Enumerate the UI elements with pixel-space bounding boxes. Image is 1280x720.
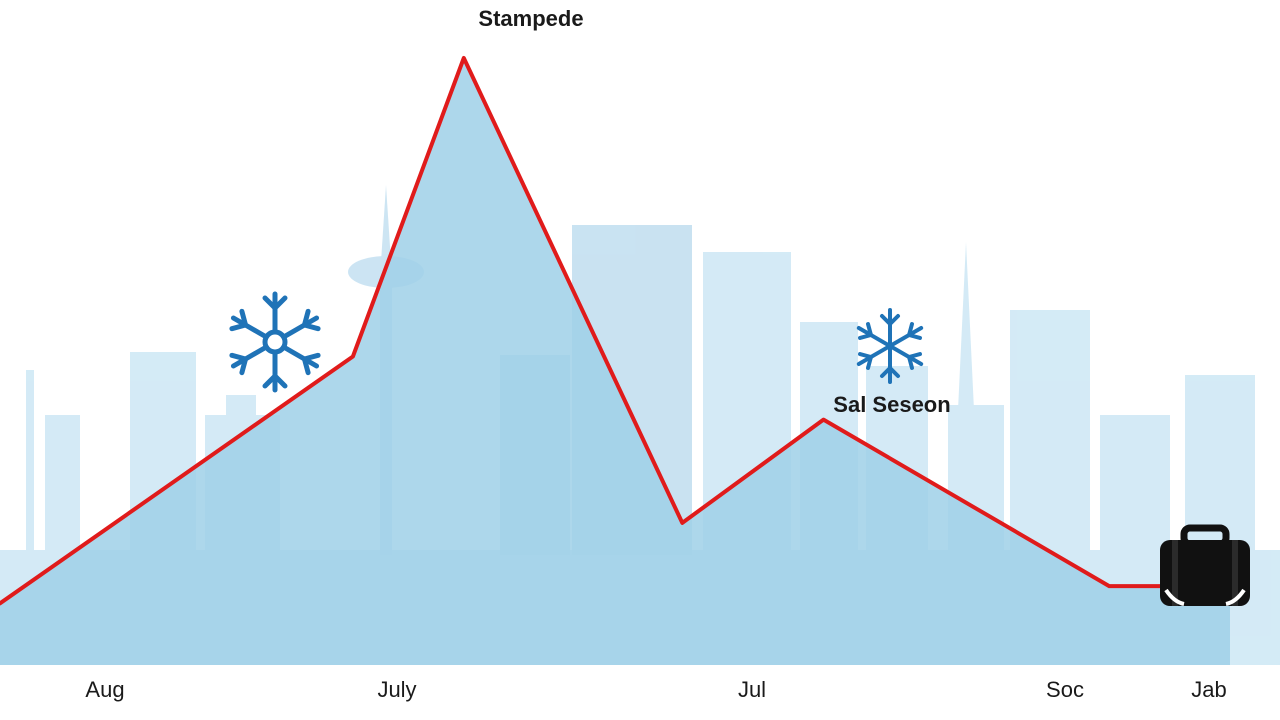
chart-title: Stampede	[478, 6, 583, 31]
snowflake-icon	[229, 291, 321, 393]
series-line	[0, 56, 1212, 606]
suitcase-icon	[1160, 524, 1250, 606]
plot-area	[0, 56, 1230, 665]
snowflake-icon	[856, 308, 924, 384]
x-tick-label: Jab	[1191, 677, 1226, 702]
x-axis-ticks: Aug July Jul Soc Jab	[85, 677, 1226, 702]
x-tick-label: Jul	[738, 677, 766, 702]
annotation-label: Sal Seseon	[833, 392, 950, 417]
series-area-fill	[0, 58, 1230, 665]
x-tick-label: July	[377, 677, 416, 702]
x-tick-label: Aug	[85, 677, 124, 702]
x-tick-label: Soc	[1046, 677, 1084, 702]
